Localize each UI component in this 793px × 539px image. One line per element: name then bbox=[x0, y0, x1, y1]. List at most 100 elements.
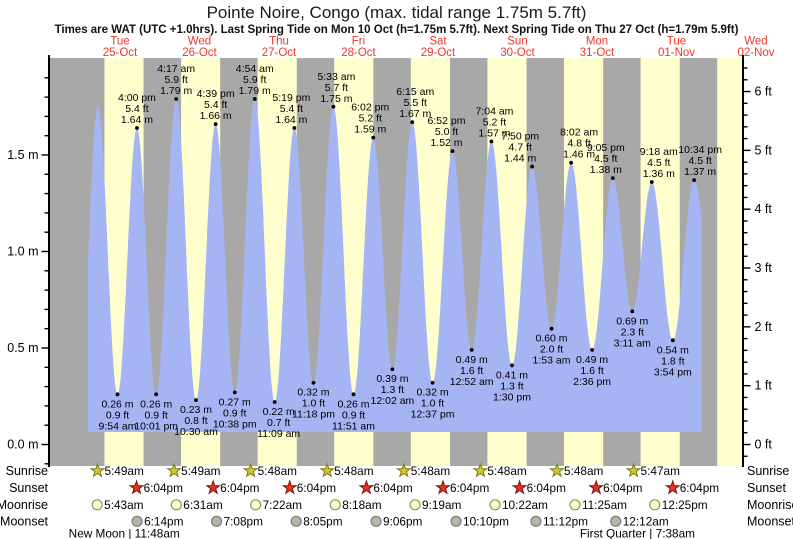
tide-extreme-dot bbox=[649, 180, 654, 184]
low-tide-ft-label: 0.9 ft bbox=[106, 409, 129, 421]
high-tide-m-label: 1.37 m bbox=[684, 166, 716, 178]
low-tide-m-label: 0.22 m bbox=[263, 406, 295, 418]
low-tide-time-label: 12:52 am bbox=[450, 376, 494, 388]
sunset-time: 6:04pm bbox=[373, 481, 413, 495]
moonrise-time: 6:31am bbox=[183, 498, 223, 512]
low-tide-ft-label: 1.0 ft bbox=[421, 398, 444, 410]
moonrise-time: 11:25am bbox=[582, 498, 627, 512]
right-axis-tick-label: 1 ft bbox=[755, 379, 773, 393]
high-tide-time-label: 4:00 pm bbox=[118, 92, 156, 104]
sunset-star-icon bbox=[281, 479, 298, 495]
low-tide-m-label: 0.26 m bbox=[337, 398, 369, 410]
high-tide-m-label: 1.64 m bbox=[275, 114, 307, 126]
tide-extreme-dot bbox=[292, 126, 297, 130]
moonset-time: 8:05pm bbox=[303, 515, 343, 529]
moonset-time: 9:06pm bbox=[383, 515, 423, 529]
moonset-time: 12:12am bbox=[623, 515, 669, 529]
tide-extreme-dot bbox=[450, 149, 455, 154]
page-title: Pointe Noire, Congo (max. tidal range 1.… bbox=[206, 3, 587, 22]
page-subtitle: Times are WAT (UTC +1.0hrs). Last Spring… bbox=[54, 24, 739, 36]
right-axis-tick-label: 2 ft bbox=[755, 320, 773, 334]
day-label-date: 01-Nov bbox=[658, 47, 695, 59]
high-tide-time-label: 4:54 am bbox=[236, 63, 274, 75]
moonrise-icon bbox=[489, 499, 501, 511]
day-label-weekday: Wed bbox=[744, 36, 767, 48]
right-axis-tick-label: 4 ft bbox=[755, 202, 773, 216]
tide-extreme-dot bbox=[115, 392, 120, 397]
sunrise-star-icon bbox=[89, 462, 106, 478]
moonset-time: 6:14pm bbox=[144, 515, 184, 529]
high-tide-m-label: 1.46 m bbox=[563, 149, 595, 161]
low-tide-ft-label: 0.7 ft bbox=[267, 417, 290, 429]
tide-extreme-dot bbox=[331, 104, 336, 109]
left-axis-tick-label: 1.0 m bbox=[7, 245, 38, 259]
high-tide-ft-label: 4.8 ft bbox=[567, 138, 590, 150]
day-label-date: 31-Oct bbox=[580, 47, 615, 59]
high-tide-ft-label: 5.9 ft bbox=[164, 74, 187, 86]
sunset-star-icon bbox=[588, 479, 605, 495]
high-tide-m-label: 1.57 m bbox=[478, 127, 510, 139]
day-label-weekday: Fri bbox=[352, 36, 365, 48]
low-tide-m-label: 0.49 m bbox=[576, 354, 608, 366]
tide-extreme-dot bbox=[213, 122, 218, 127]
day-label-date: 27-Oct bbox=[262, 47, 297, 59]
low-tide-time-label: 1:53 am bbox=[533, 355, 571, 367]
high-tide-time-label: 6:15 am bbox=[396, 86, 434, 98]
high-tide-ft-label: 4.7 ft bbox=[509, 142, 532, 154]
low-tide-ft-label: 1.6 ft bbox=[460, 365, 483, 377]
high-tide-time-label: 10:34 pm bbox=[678, 144, 722, 156]
tide-extreme-dot bbox=[430, 380, 435, 385]
row-label-moonset-left: Moonset bbox=[0, 515, 48, 529]
low-tide-ft-label: 1.3 ft bbox=[381, 384, 404, 396]
low-tide-time-label: 10:01 pm bbox=[134, 420, 178, 432]
low-tide-time-label: 3:54 pm bbox=[654, 366, 692, 378]
high-tide-time-label: 6:02 pm bbox=[351, 102, 389, 114]
high-tide-time-label: 7:04 am bbox=[475, 105, 513, 117]
high-tide-time-label: 4:39 pm bbox=[197, 88, 235, 100]
tide-extreme-dot bbox=[530, 164, 535, 169]
low-tide-time-label: 11:09 am bbox=[257, 428, 300, 440]
sunset-star-icon bbox=[664, 479, 681, 495]
low-tide-ft-label: 1.8 ft bbox=[661, 355, 684, 367]
high-tide-time-label: 6:52 pm bbox=[428, 115, 466, 127]
low-tide-time-label: 9:54 am bbox=[99, 420, 137, 432]
tide-extreme-dot bbox=[590, 348, 594, 352]
moon-phase-label: New Moon | 11:48am bbox=[69, 527, 180, 539]
moonrise-icon bbox=[250, 499, 262, 511]
tide-area bbox=[88, 99, 702, 432]
left-axis-tick-label: 0.5 m bbox=[7, 341, 38, 355]
day-label-weekday: Sun bbox=[507, 36, 527, 48]
sunset-time: 6:04pm bbox=[603, 481, 643, 495]
sunrise-time: 5:48am bbox=[411, 464, 451, 478]
tide-extreme-dot bbox=[630, 309, 635, 314]
high-tide-m-label: 1.64 m bbox=[121, 114, 153, 126]
sunrise-time: 5:47am bbox=[641, 464, 681, 478]
moonrise-time: 7:22am bbox=[263, 498, 303, 512]
high-tide-ft-label: 5.4 ft bbox=[125, 103, 148, 115]
low-tide-time-label: 12:02 am bbox=[371, 395, 415, 407]
high-tide-ft-label: 5.4 ft bbox=[280, 103, 303, 115]
sunset-star-icon bbox=[128, 479, 145, 495]
tide-extreme-dot bbox=[692, 178, 697, 182]
low-tide-m-label: 0.26 m bbox=[101, 398, 133, 410]
sunrise-star-icon bbox=[166, 462, 182, 478]
day-label-date: 30-Oct bbox=[500, 47, 535, 59]
day-label-weekday: Tue bbox=[667, 36, 686, 48]
day-label-date: 26-Oct bbox=[182, 47, 217, 59]
high-tide-ft-label: 5.5 ft bbox=[404, 97, 427, 109]
row-label-moonrise-left: Moonrise bbox=[0, 498, 48, 512]
sunset-star-icon bbox=[358, 479, 375, 495]
row-label-moonrise-right: Moonrise bbox=[747, 498, 793, 512]
low-tide-time-label: 12:37 pm bbox=[411, 409, 455, 421]
low-tide-ft-label: 0.9 ft bbox=[223, 407, 246, 419]
tide-extreme-dot bbox=[489, 139, 494, 144]
day-label-weekday: Thu bbox=[269, 36, 289, 48]
low-tide-ft-label: 2.3 ft bbox=[621, 326, 644, 338]
day-label-date: 29-Oct bbox=[421, 47, 456, 59]
sunrise-star-icon bbox=[242, 462, 259, 478]
low-tide-ft-label: 1.3 ft bbox=[500, 380, 523, 392]
moonset-icon bbox=[370, 515, 382, 527]
high-tide-ft-label: 5.0 ft bbox=[435, 126, 458, 138]
high-tide-time-label: 7:50 pm bbox=[501, 131, 539, 143]
